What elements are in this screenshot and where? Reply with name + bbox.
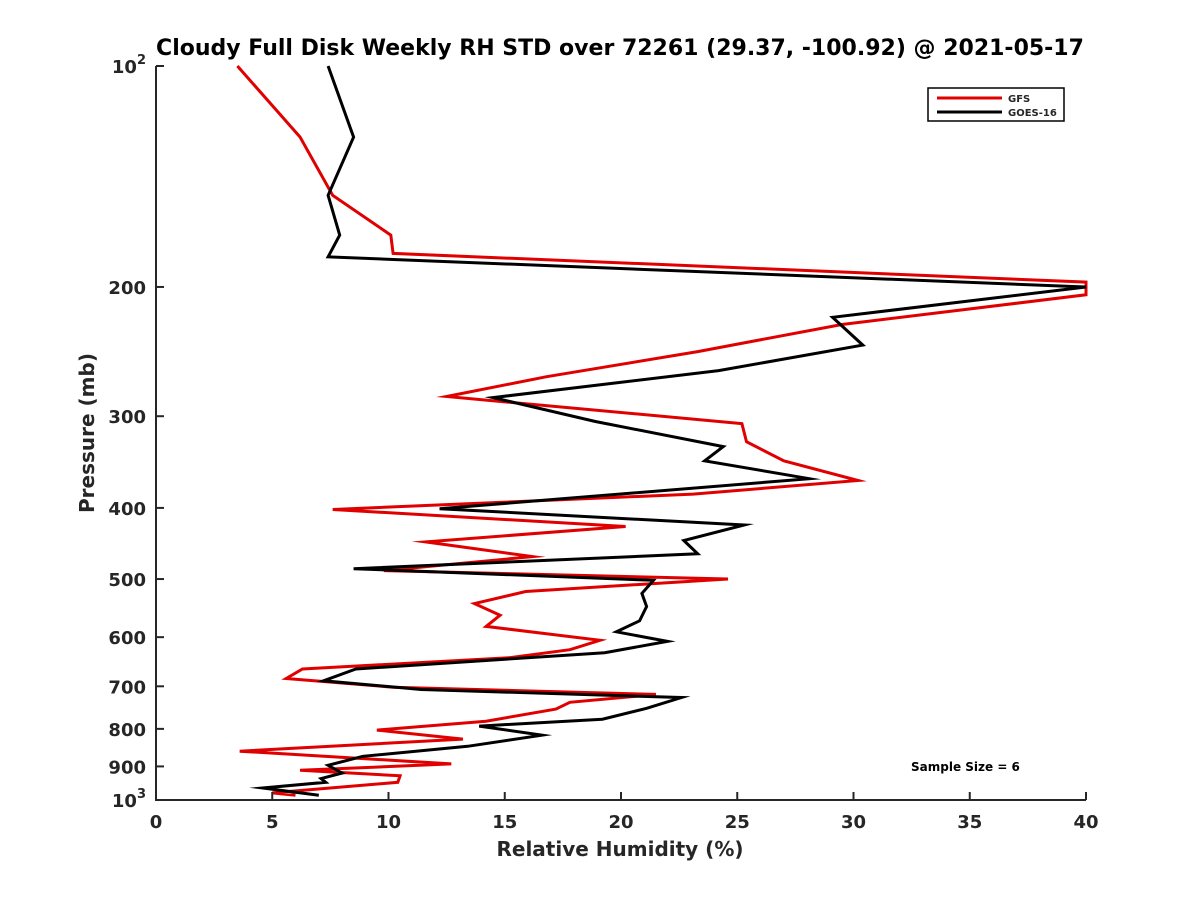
y-tick-label: 600 bbox=[108, 628, 146, 649]
y-tick-label: 300 bbox=[108, 407, 146, 428]
x-tick-label: 40 bbox=[1073, 812, 1098, 833]
y-axis-label: Pressure (mb) bbox=[75, 353, 99, 513]
y-tick-label: 400 bbox=[108, 499, 146, 520]
x-axis-ticks: 0 5 10 15 20 25 30 35 40 bbox=[150, 792, 1099, 833]
x-tick-label: 35 bbox=[957, 812, 982, 833]
series-layer bbox=[236, 65, 1088, 797]
legend-label: GFS bbox=[1008, 94, 1030, 105]
sample-size-annotation: Sample Size = 6 bbox=[911, 760, 1020, 774]
y-tick-label: 800 bbox=[108, 720, 146, 741]
y-axis-ticks: 102 200 300 400 500 600 700 800 900 103 bbox=[108, 53, 164, 812]
y-tick-label: 102 bbox=[112, 53, 146, 78]
legend: GFS GOES-16 bbox=[927, 87, 1065, 122]
x-tick-label: 10 bbox=[376, 812, 401, 833]
y-tick-label: 700 bbox=[108, 677, 146, 698]
legend-label: GOES-16 bbox=[1008, 108, 1057, 119]
x-tick-label: 20 bbox=[608, 812, 633, 833]
legend-box bbox=[927, 87, 1065, 122]
x-tick-label: 25 bbox=[725, 812, 750, 833]
chart-title: Cloudy Full Disk Weekly RH STD over 7226… bbox=[156, 36, 1084, 61]
y-tick-label: 500 bbox=[108, 570, 146, 591]
y-tick-label: 200 bbox=[108, 278, 146, 299]
x-tick-label: 15 bbox=[492, 812, 517, 833]
plot-area: 0 5 10 15 20 25 30 35 40 102 200 300 400 500 600 700 80… bbox=[108, 53, 1098, 833]
y-tick-label: 900 bbox=[108, 757, 146, 778]
series-line-gfs bbox=[236, 65, 1088, 797]
x-tick-label: 5 bbox=[266, 812, 279, 833]
legend-entries: GFS GOES-16 bbox=[937, 94, 1057, 119]
x-tick-label: 0 bbox=[150, 812, 163, 833]
y-tick-label: 103 bbox=[112, 787, 146, 812]
x-axis-label: Relative Humidity (%) bbox=[496, 837, 743, 861]
series-line-goes-16 bbox=[249, 65, 1087, 797]
x-tick-label: 30 bbox=[841, 812, 866, 833]
